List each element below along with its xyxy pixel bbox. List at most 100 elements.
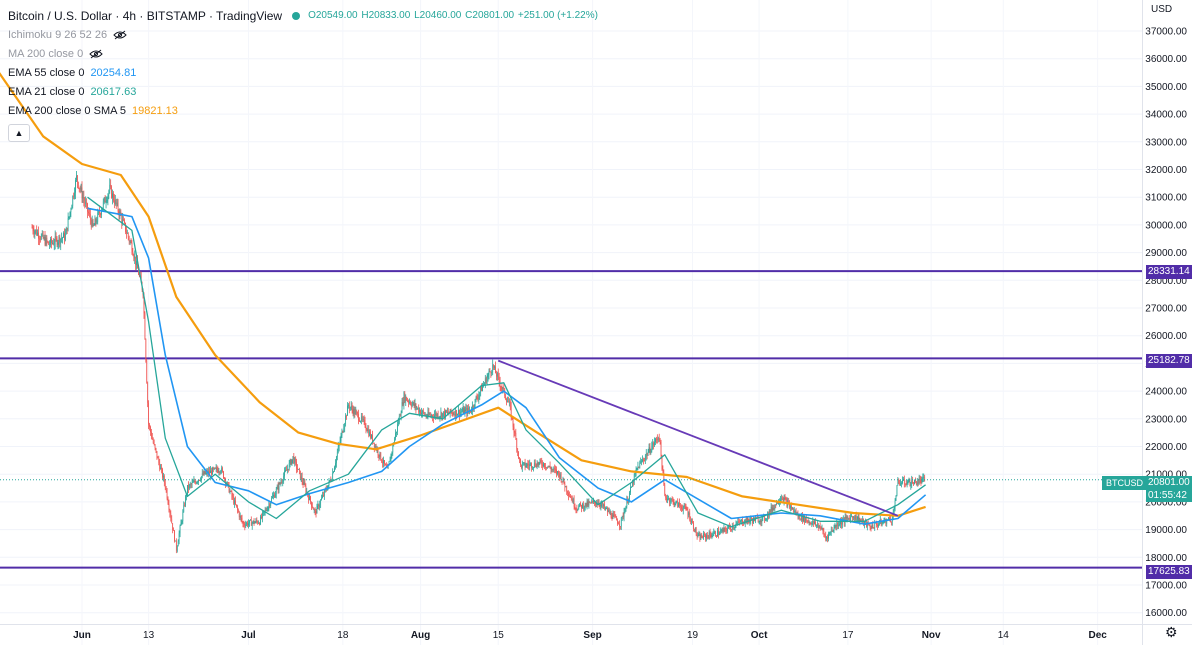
candle-body (453, 414, 455, 415)
candle-body (906, 483, 908, 486)
candle-body (266, 510, 268, 512)
candle-body (485, 378, 487, 383)
candle-body (365, 426, 367, 430)
candle-body (65, 234, 66, 240)
y-tick-label: 20000.00 (1145, 497, 1187, 508)
candle-body (514, 432, 516, 434)
currency-label[interactable]: USD (1151, 4, 1173, 15)
candle-body (711, 535, 713, 537)
candle-body (565, 486, 567, 488)
candle-body (323, 495, 324, 496)
candle-body (190, 484, 192, 486)
candle-body (905, 484, 907, 486)
candle-body (102, 207, 103, 211)
candle-body (751, 518, 753, 521)
candle-body (671, 499, 673, 500)
candle-body (458, 409, 459, 415)
candle-body (346, 415, 347, 417)
candle-body (71, 205, 73, 210)
candle-body (646, 453, 648, 456)
indicator-ema55[interactable]: EMA 55 close 0 20254.81 (8, 63, 599, 82)
chevron-up-icon[interactable]: ▲ (8, 124, 30, 142)
candle-body (605, 508, 606, 509)
candle-body (112, 193, 113, 198)
candle-body (41, 233, 43, 236)
indicator-ema21[interactable]: EMA 21 close 0 20617.63 (8, 82, 599, 101)
candle-body (400, 412, 402, 417)
candle-body (414, 403, 416, 407)
candle-body (683, 505, 685, 508)
candle-body (324, 490, 325, 496)
candle-body (402, 402, 404, 405)
candle-body (31, 227, 33, 229)
candle-body (371, 434, 372, 438)
candle-body (187, 484, 188, 495)
candle-body (160, 467, 161, 470)
y-tick-label: 19000.00 (1145, 525, 1187, 536)
candle-body (92, 220, 94, 226)
candle-body (327, 485, 329, 490)
candle-body (126, 233, 128, 235)
indicator-label: MA 200 close 0 (8, 47, 84, 60)
candle-body (835, 524, 837, 527)
candle-body (500, 386, 502, 388)
y-tick-label: 34000.00 (1145, 110, 1187, 121)
candle-body (829, 532, 830, 534)
candle-body (660, 441, 662, 456)
candle-body (386, 467, 388, 469)
candle-body (625, 506, 627, 512)
candle-body (620, 518, 622, 527)
candle-body (534, 462, 536, 467)
candle-body (679, 502, 680, 506)
candle-body (437, 413, 439, 418)
candle-body (875, 522, 876, 524)
indicator-ma200[interactable]: MA 200 close 0 (8, 44, 599, 63)
candle-body (718, 530, 719, 535)
candle-body (878, 524, 879, 527)
candle-body (310, 496, 311, 502)
candle-body (351, 406, 353, 410)
candle-body (125, 222, 126, 232)
indicator-ema200[interactable]: EMA 200 close 0 SMA 5 19821.13 (8, 101, 599, 120)
indicator-ichimoku[interactable]: Ichimoku 9 26 52 26 (8, 25, 599, 44)
candle-body (467, 407, 469, 414)
candle-body (241, 518, 243, 522)
candle-body (908, 479, 910, 483)
candle-body (389, 460, 391, 462)
candle-body (52, 242, 54, 245)
candle-body (452, 412, 454, 415)
candle-body (465, 408, 467, 410)
candle-body (471, 411, 472, 413)
market-status-dot (292, 11, 301, 20)
candle-body (507, 401, 508, 403)
candle-body (664, 484, 666, 495)
candle-body (352, 409, 354, 415)
candle-body (423, 412, 425, 416)
candle-body (600, 504, 602, 507)
candle-body (476, 397, 478, 399)
candle-body (146, 360, 148, 384)
candle-body (487, 374, 489, 378)
candle-body (645, 453, 647, 457)
candle-body (896, 485, 898, 496)
candle-body (117, 202, 119, 212)
hidden-eye-icon[interactable] (89, 49, 103, 59)
symbol-title[interactable]: Bitcoin / U.S. Dollar · 4h · BITSTAMP · … (8, 8, 283, 23)
candle-body (582, 503, 583, 509)
gear-icon[interactable]: ⚙ (1165, 624, 1178, 640)
candle-body (51, 238, 52, 243)
candle-body (685, 506, 687, 510)
candle-body (503, 387, 505, 389)
candle-body (920, 479, 922, 483)
candle-body (251, 522, 253, 526)
candle-body (883, 521, 885, 523)
candle-body (130, 241, 132, 243)
candle-body (800, 518, 802, 520)
candle-body (519, 458, 520, 459)
candle-body (695, 528, 697, 535)
candle-body (356, 411, 358, 413)
candle-body (292, 456, 294, 460)
hidden-eye-icon[interactable] (113, 30, 127, 40)
candle-body (303, 482, 305, 485)
